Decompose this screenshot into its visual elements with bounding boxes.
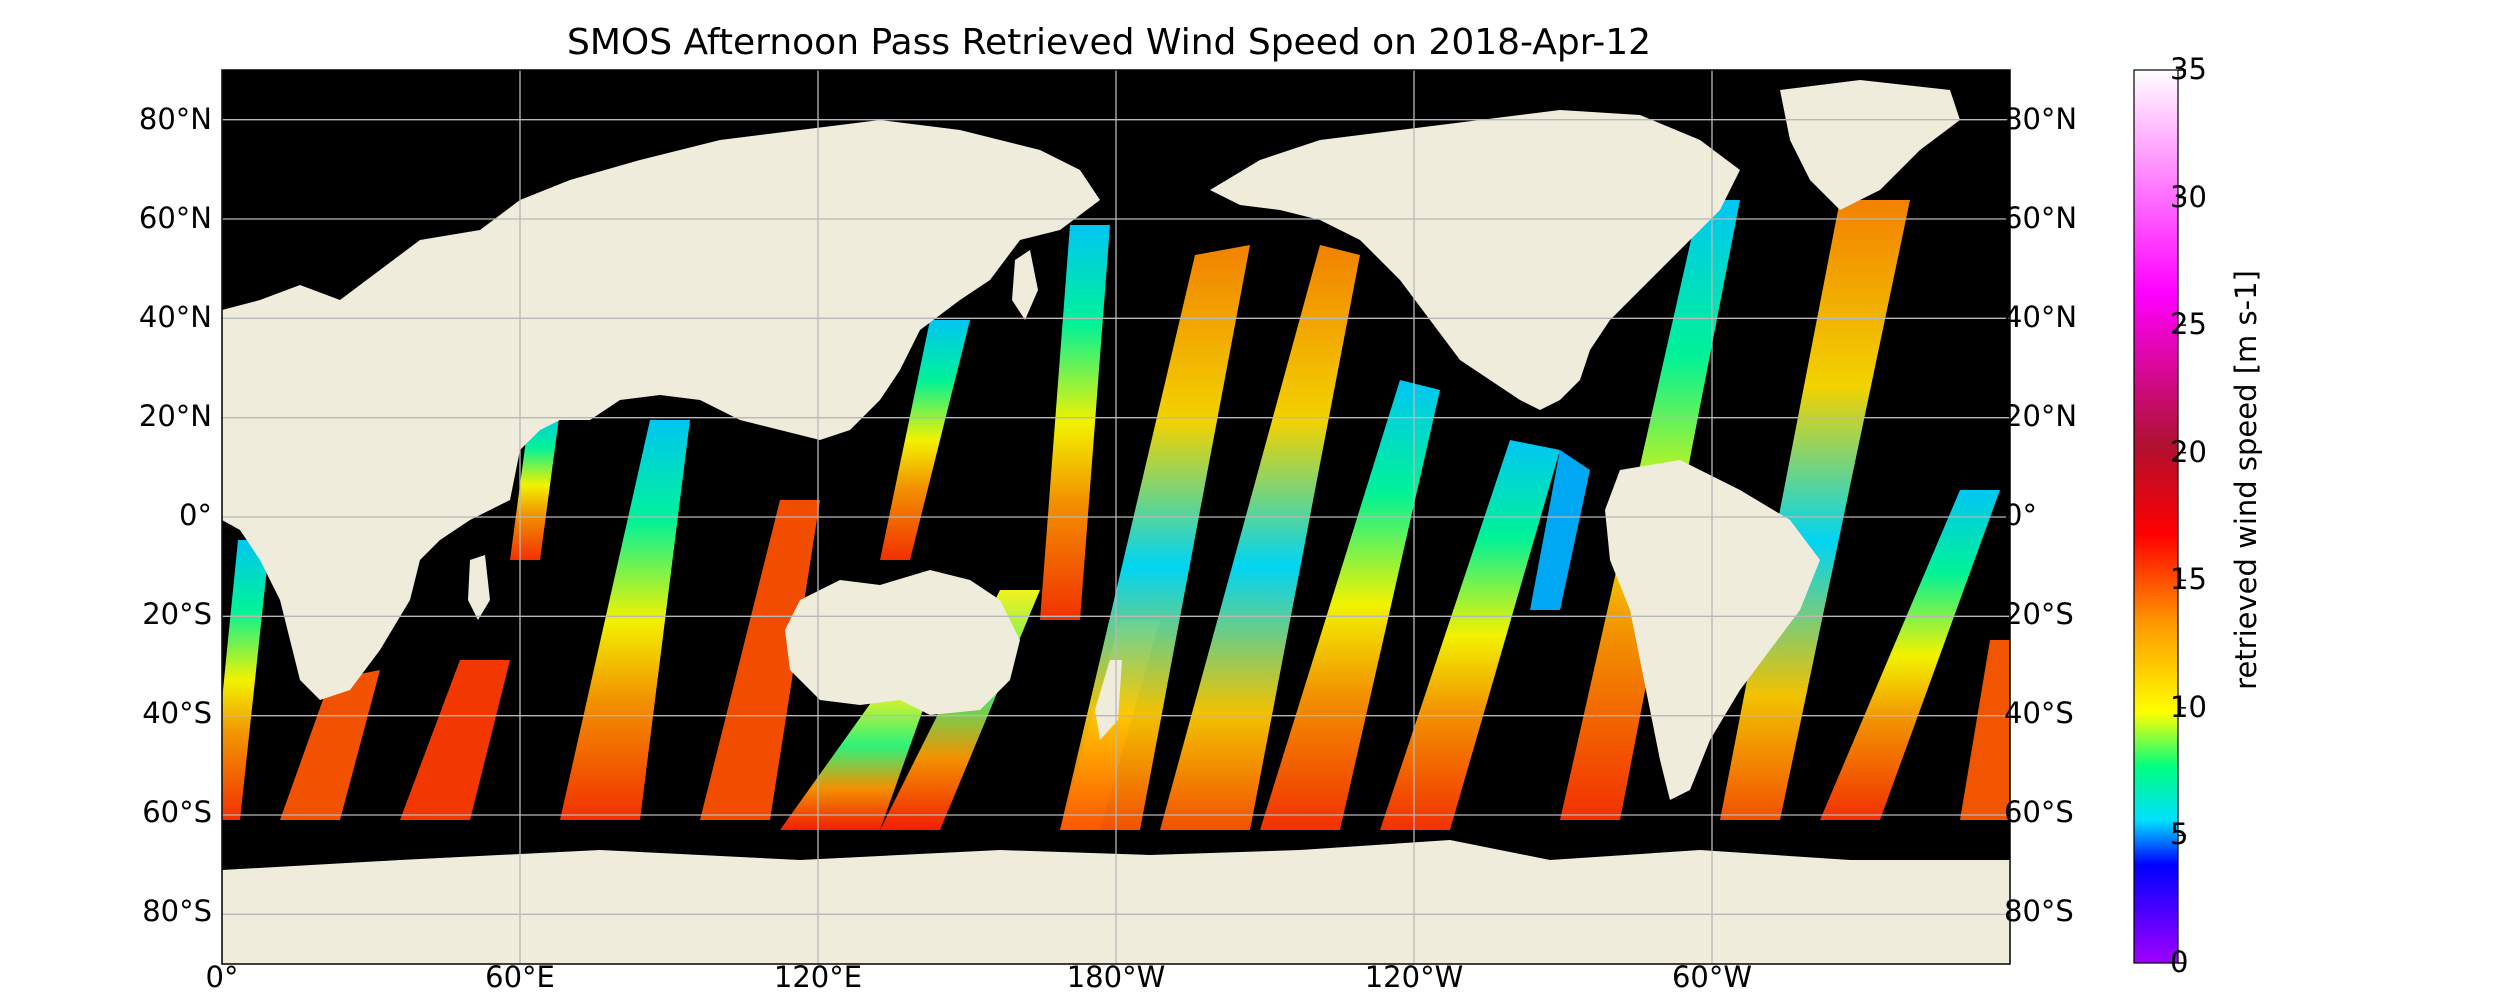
map-frame — [221, 69, 2011, 965]
colorbar-tick-label: 30 — [2170, 180, 2207, 214]
swath-band — [1040, 225, 1110, 620]
lat-label-left: 0° — [179, 498, 212, 532]
lat-label-right: 60°N — [2004, 201, 2078, 235]
lat-label-left: 40°S — [142, 696, 212, 730]
swath-band — [1530, 450, 1590, 610]
lat-label-left: 20°S — [142, 597, 212, 631]
lat-label-left: 80°N — [138, 102, 212, 136]
lon-label: 120°W — [1364, 960, 1464, 994]
colorbar-title: retrieved wind speed [m s-1] — [2229, 270, 2263, 690]
swath-band — [222, 540, 270, 820]
lat-label-left: 60°N — [138, 201, 212, 235]
swath-band — [560, 420, 690, 820]
land-eurasia-africa — [222, 120, 1100, 700]
swath-band — [1160, 245, 1360, 830]
lat-label-left: 80°S — [142, 894, 212, 928]
lat-label-right: 20°S — [2004, 597, 2074, 631]
lat-label-right: 40°S — [2004, 696, 2074, 730]
lon-label: 60°E — [485, 960, 555, 994]
land-madagascar — [468, 555, 490, 620]
colorbar-tick-label: 0 — [2170, 945, 2189, 979]
lon-label: 0° — [205, 960, 239, 994]
lon-label: 60°W — [1671, 960, 1753, 994]
colorbar-tick-label: 20 — [2170, 435, 2207, 469]
swath-band — [1260, 380, 1440, 830]
map-title: SMOS Afternoon Pass Retrieved Wind Speed… — [566, 22, 1652, 63]
lat-label-right: 80°S — [2004, 894, 2074, 928]
swath-band — [1380, 440, 1560, 830]
land-greenland — [1780, 80, 1960, 210]
graticule — [222, 70, 2010, 964]
swath-band — [1820, 490, 2000, 820]
colorbar-tick-marks — [2178, 69, 2186, 964]
land-north-america — [1210, 110, 1740, 410]
lon-label: 180°W — [1066, 960, 1166, 994]
land-australia — [785, 570, 1020, 715]
colorbar-tick-label: 25 — [2170, 307, 2207, 341]
land-japan — [1012, 250, 1038, 320]
land-new-zealand — [1095, 660, 1122, 740]
lat-label-left: 60°S — [142, 795, 212, 829]
lat-label-right: 80°N — [2004, 102, 2078, 136]
lat-label-left: 20°N — [138, 399, 212, 433]
colorbar-tick-label: 5 — [2170, 817, 2189, 851]
colorbar — [2133, 69, 2179, 964]
colorbar-tick-label: 15 — [2170, 562, 2207, 596]
lat-label-right: 0° — [2004, 498, 2037, 532]
swath-band — [280, 670, 380, 820]
swath-band — [700, 500, 820, 820]
lat-label-right: 20°N — [2004, 399, 2078, 433]
colorbar-tick-label: 35 — [2170, 52, 2207, 86]
lat-label-right: 60°S — [2004, 795, 2074, 829]
colorbar-tick-label: 10 — [2170, 690, 2207, 724]
swath-band — [1960, 640, 2010, 820]
swath-band — [880, 320, 970, 560]
lat-label-left: 40°N — [138, 300, 212, 334]
lon-label: 120°E — [773, 960, 863, 994]
swath-band — [1720, 200, 1910, 820]
swath-band — [510, 410, 560, 560]
swath-band — [400, 660, 510, 820]
lat-label-right: 40°N — [2004, 300, 2078, 334]
